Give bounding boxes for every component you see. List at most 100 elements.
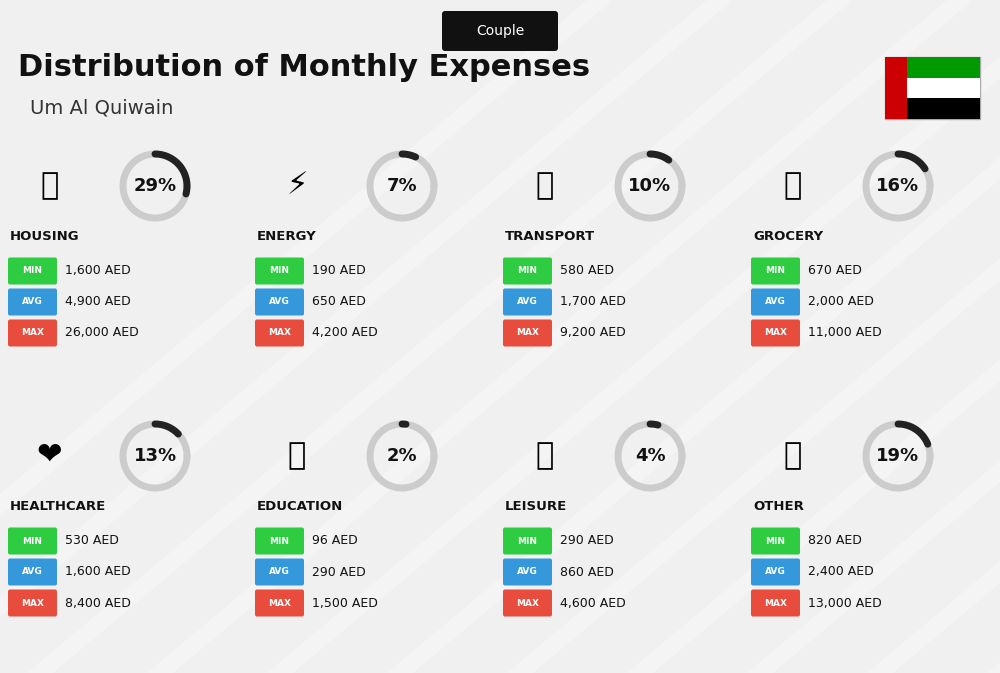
Text: MIN: MIN [766, 536, 786, 546]
Text: MAX: MAX [268, 598, 291, 608]
Text: MAX: MAX [516, 598, 539, 608]
Text: GROCERY: GROCERY [753, 229, 823, 242]
FancyBboxPatch shape [751, 320, 800, 347]
Text: Um Al Quiwain: Um Al Quiwain [30, 98, 173, 118]
Text: 8,400 AED: 8,400 AED [65, 596, 131, 610]
FancyBboxPatch shape [751, 559, 800, 586]
Text: 2%: 2% [387, 447, 417, 465]
Text: 1,600 AED: 1,600 AED [65, 565, 131, 579]
Text: 670 AED: 670 AED [808, 264, 862, 277]
Text: 530 AED: 530 AED [65, 534, 119, 548]
Text: 2,000 AED: 2,000 AED [808, 295, 874, 308]
Text: ⚡: ⚡ [286, 172, 308, 201]
Text: 16%: 16% [876, 177, 920, 195]
Text: 🛒: 🛒 [784, 172, 802, 201]
Text: MIN: MIN [22, 536, 42, 546]
Text: TRANSPORT: TRANSPORT [505, 229, 595, 242]
FancyBboxPatch shape [442, 11, 558, 51]
FancyBboxPatch shape [8, 258, 57, 285]
Text: 290 AED: 290 AED [560, 534, 614, 548]
Text: 4%: 4% [635, 447, 665, 465]
Text: 29%: 29% [133, 177, 177, 195]
FancyBboxPatch shape [885, 57, 980, 119]
FancyBboxPatch shape [751, 289, 800, 316]
Text: MIN: MIN [518, 536, 538, 546]
FancyBboxPatch shape [255, 559, 304, 586]
FancyBboxPatch shape [255, 590, 304, 616]
Text: MIN: MIN [518, 267, 538, 275]
Text: AVG: AVG [22, 567, 43, 577]
Text: 13,000 AED: 13,000 AED [808, 596, 882, 610]
Text: 1,600 AED: 1,600 AED [65, 264, 131, 277]
Text: AVG: AVG [269, 567, 290, 577]
Text: Distribution of Monthly Expenses: Distribution of Monthly Expenses [18, 53, 590, 83]
Text: AVG: AVG [269, 297, 290, 306]
FancyBboxPatch shape [255, 528, 304, 555]
Text: EDUCATION: EDUCATION [257, 499, 343, 513]
Text: MIN: MIN [22, 267, 42, 275]
Text: 290 AED: 290 AED [312, 565, 366, 579]
FancyBboxPatch shape [503, 559, 552, 586]
Text: 580 AED: 580 AED [560, 264, 614, 277]
Text: 26,000 AED: 26,000 AED [65, 326, 139, 339]
Text: AVG: AVG [765, 567, 786, 577]
Text: OTHER: OTHER [753, 499, 804, 513]
Text: 🎓: 🎓 [288, 441, 306, 470]
Text: MAX: MAX [21, 598, 44, 608]
Text: 11,000 AED: 11,000 AED [808, 326, 882, 339]
Text: 2,400 AED: 2,400 AED [808, 565, 874, 579]
FancyBboxPatch shape [255, 289, 304, 316]
Text: 7%: 7% [387, 177, 417, 195]
Text: 4,600 AED: 4,600 AED [560, 596, 626, 610]
Text: HEALTHCARE: HEALTHCARE [10, 499, 106, 513]
Text: 10%: 10% [628, 177, 672, 195]
FancyBboxPatch shape [751, 590, 800, 616]
Text: 1,700 AED: 1,700 AED [560, 295, 626, 308]
FancyBboxPatch shape [503, 258, 552, 285]
FancyBboxPatch shape [8, 320, 57, 347]
Text: 4,200 AED: 4,200 AED [312, 326, 378, 339]
Text: 860 AED: 860 AED [560, 565, 614, 579]
Text: 9,200 AED: 9,200 AED [560, 326, 626, 339]
Bar [885, 57, 907, 119]
FancyBboxPatch shape [8, 528, 57, 555]
Bar [885, 77, 980, 98]
Text: 💰: 💰 [784, 441, 802, 470]
FancyBboxPatch shape [503, 320, 552, 347]
Text: AVG: AVG [517, 567, 538, 577]
Text: 96 AED: 96 AED [312, 534, 358, 548]
Text: ❤️: ❤️ [37, 441, 63, 470]
Bar [885, 98, 980, 119]
Text: Couple: Couple [476, 24, 524, 38]
Text: 4,900 AED: 4,900 AED [65, 295, 131, 308]
Text: AVG: AVG [22, 297, 43, 306]
Text: 650 AED: 650 AED [312, 295, 366, 308]
Text: MAX: MAX [764, 328, 787, 337]
FancyBboxPatch shape [8, 559, 57, 586]
Text: 🚌: 🚌 [536, 172, 554, 201]
Text: MIN: MIN [270, 267, 290, 275]
Text: HOUSING: HOUSING [10, 229, 80, 242]
FancyBboxPatch shape [503, 590, 552, 616]
Text: 🛍️: 🛍️ [536, 441, 554, 470]
Text: MIN: MIN [766, 267, 786, 275]
Text: MAX: MAX [21, 328, 44, 337]
Bar [885, 57, 980, 77]
FancyBboxPatch shape [8, 590, 57, 616]
FancyBboxPatch shape [751, 258, 800, 285]
Text: 190 AED: 190 AED [312, 264, 366, 277]
FancyBboxPatch shape [751, 528, 800, 555]
Text: LEISURE: LEISURE [505, 499, 567, 513]
Text: MAX: MAX [516, 328, 539, 337]
Text: AVG: AVG [765, 297, 786, 306]
Text: 1,500 AED: 1,500 AED [312, 596, 378, 610]
Text: MAX: MAX [764, 598, 787, 608]
FancyBboxPatch shape [255, 258, 304, 285]
Text: 13%: 13% [133, 447, 177, 465]
Text: MIN: MIN [270, 536, 290, 546]
FancyBboxPatch shape [8, 289, 57, 316]
FancyBboxPatch shape [255, 320, 304, 347]
Text: 19%: 19% [876, 447, 920, 465]
FancyBboxPatch shape [503, 528, 552, 555]
Text: 820 AED: 820 AED [808, 534, 862, 548]
